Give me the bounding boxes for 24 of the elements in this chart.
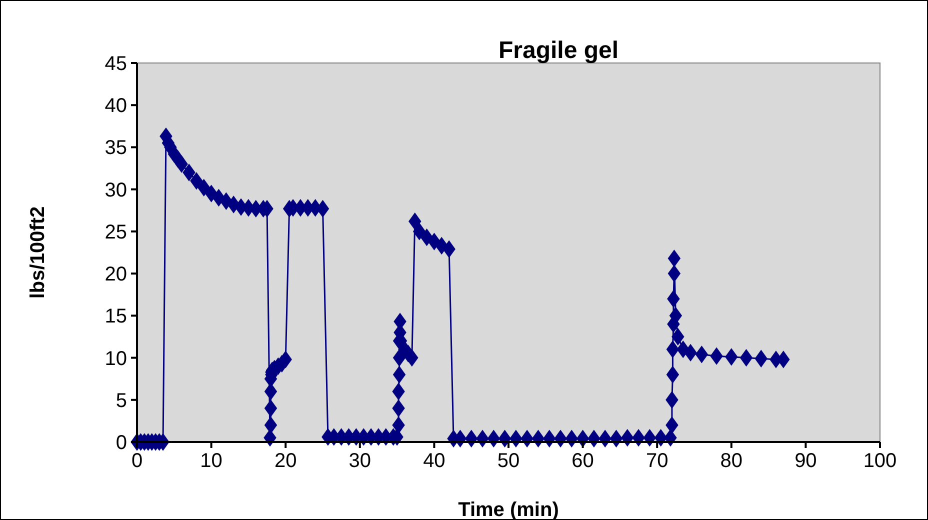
- x-tick-label: 30: [348, 450, 372, 472]
- y-tick-label: 5: [116, 390, 127, 412]
- y-tick-label: 20: [104, 264, 127, 286]
- x-axis-title: Time (min): [458, 499, 559, 520]
- y-tick-label: 40: [104, 95, 127, 118]
- y-tick-label: 25: [104, 221, 127, 244]
- chart-title: Fragile gel: [498, 37, 619, 64]
- x-tick-label: 50: [497, 450, 520, 472]
- x-tick-label: 60: [572, 450, 594, 472]
- y-tick-label: 10: [104, 348, 127, 370]
- x-tick-label: 80: [720, 450, 743, 472]
- x-tick-label: 100: [863, 450, 897, 472]
- y-axis-title: lbs/100ft2: [27, 206, 49, 299]
- x-tick-label: 40: [423, 450, 446, 472]
- y-tick-label: 30: [104, 179, 127, 202]
- y-tick-label: 15: [104, 306, 127, 328]
- y-tick-label: 45: [104, 53, 127, 75]
- x-tick-label: 90: [794, 450, 817, 472]
- y-tick-label: 0: [116, 432, 127, 454]
- y-tick-label: 35: [104, 137, 127, 160]
- x-tick-label: 10: [200, 450, 222, 472]
- x-tick-label: 0: [131, 450, 143, 472]
- x-tick-label: 20: [274, 450, 297, 472]
- x-tick-label: 70: [646, 450, 668, 472]
